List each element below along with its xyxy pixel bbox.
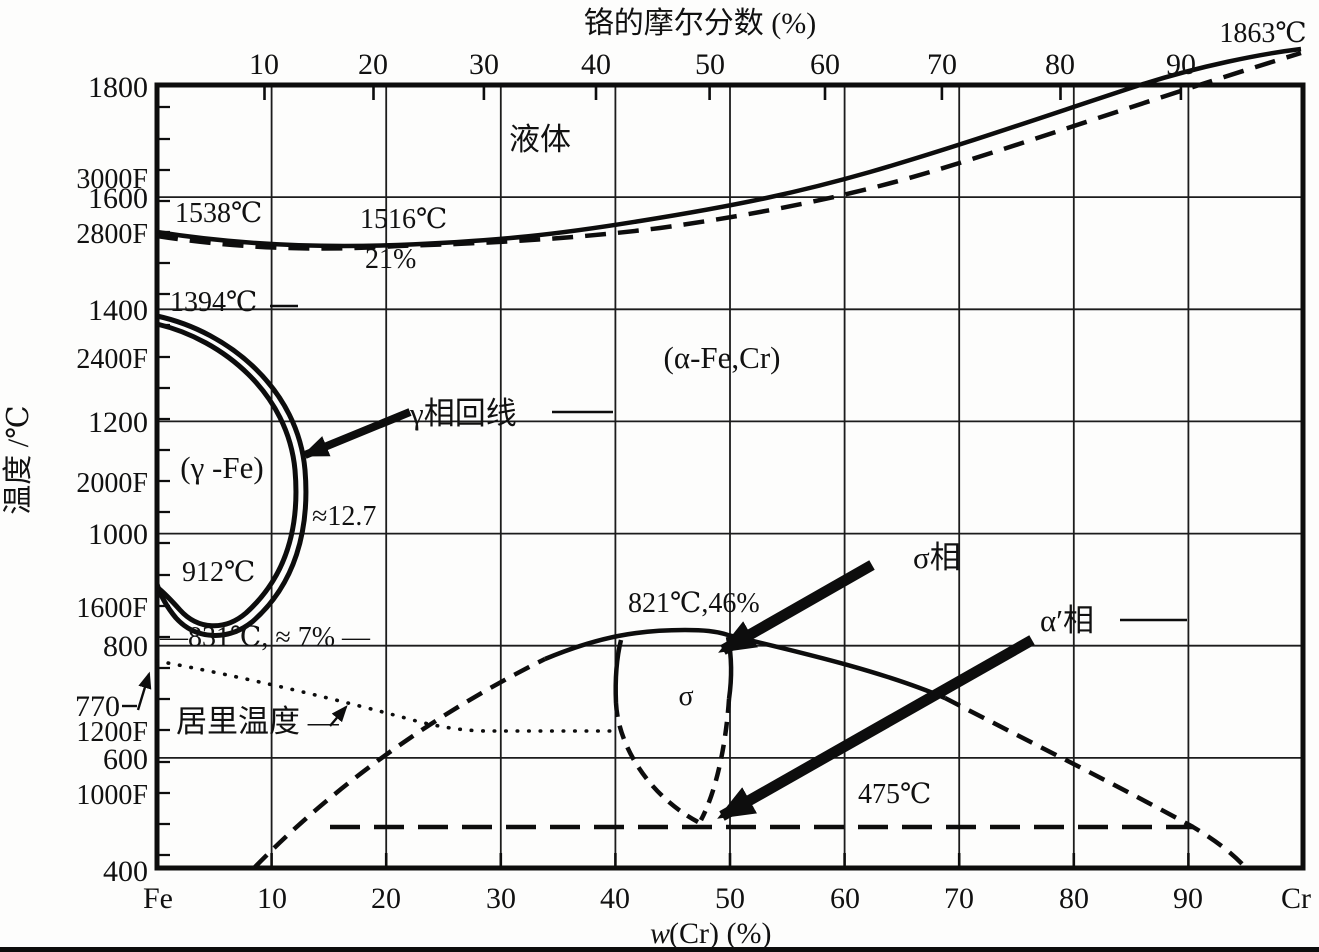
left-tick-1600: 1600: [88, 182, 148, 215]
left-tick-770: 770: [75, 690, 120, 723]
bottom-tick-90: 90: [1173, 882, 1203, 915]
left-tick-1200: 1200: [88, 406, 148, 439]
alpha-prime-arrow: [717, 635, 1035, 821]
minimum-temp-label: 1516℃: [360, 204, 447, 235]
annotation-labels: 1863℃ 1538℃ 1516℃ 21% 1394℃ 912℃ ≈12.7 γ…: [159, 18, 1307, 810]
gamma-loop-min-label: —831℃, ≈ 7% —: [159, 622, 371, 653]
solidus-curve: [156, 50, 1302, 251]
melting-curves: [156, 46, 1302, 251]
gridlines: [157, 85, 1303, 868]
left-tick-1200f: 1200F: [76, 717, 148, 748]
left-tick-2800f: 2800F: [76, 219, 148, 250]
top-tick-60: 60: [810, 48, 840, 81]
gamma-loop-arrow: [301, 408, 412, 459]
bottom-tick-10: 10: [257, 882, 287, 915]
bottom-end-fe: Fe: [143, 882, 173, 915]
gamma-loop-curves: [154, 313, 309, 638]
fe-gamma-alpha-label: 912℃: [182, 557, 255, 588]
gamma-loop-outer: [154, 313, 309, 638]
left-tick-1600f: 1600F: [76, 593, 148, 624]
top-axis-title: 铬的摩尔分数 (%): [584, 7, 816, 40]
fe-delta-gamma-label: 1394℃: [170, 287, 257, 318]
curie-label-arrow: [329, 705, 348, 727]
dome-left-dashed: [253, 656, 546, 869]
bottom-tick-70: 70: [944, 882, 974, 915]
top-tick-40: 40: [581, 48, 611, 81]
horizontal-gridlines: [157, 196, 1303, 759]
spinodal-temp-label: 475℃: [858, 779, 931, 810]
bottom-tick-30: 30: [486, 882, 516, 915]
left-tick-1000f: 1000F: [76, 780, 148, 811]
sigma-peak-label: 821℃,46%: [628, 588, 760, 619]
sigma-region-curves: [613, 636, 734, 824]
bottom-axis-title-rest: (Cr) (%): [669, 917, 771, 950]
left-axis-title: 温度 /℃: [2, 405, 35, 514]
left-tick-800: 800: [103, 630, 148, 663]
sigma-phase-label: σ相: [913, 540, 961, 575]
vertical-gridlines: [270, 85, 1190, 868]
top-tick-30: 30: [469, 48, 499, 81]
top-tick-80: 80: [1045, 48, 1075, 81]
leader-lines: [122, 304, 1187, 708]
sigma-region-label: σ: [678, 681, 693, 712]
dome-top-solid: [544, 627, 946, 701]
left-tick-2000f: 2000F: [76, 468, 148, 499]
axis-labels: 铬的摩尔分数 (%) 温度 /℃ w (Cr) (%) 10 20 30 40 …: [2, 7, 1311, 950]
fe-melting-label: 1538℃: [175, 198, 262, 229]
plot-border: [154, 82, 1306, 871]
bottom-tick-40: 40: [600, 882, 630, 915]
gamma-loop-label: γ相回线: [409, 396, 517, 431]
top-axis-ticks: [263, 87, 1183, 100]
annotation-arrows: [136, 408, 1035, 821]
sigma-right-dashed: [699, 698, 732, 822]
left-axis-fahrenheit-ticks: [159, 105, 170, 857]
sigma-dome-curves: [253, 627, 1247, 869]
left-tick-1800: 1800: [88, 71, 148, 104]
left-tick-400: 400: [103, 855, 148, 888]
phase-labels: 液体 (α-Fe,Cr) (γ -Fe) σ: [180, 122, 780, 712]
bottom-tick-60: 60: [830, 882, 860, 915]
liquid-region-label: 液体: [509, 122, 571, 157]
left-tick-3000f: 3000F: [76, 164, 148, 195]
axis-ticks: [159, 87, 1190, 866]
bottom-axis-ticks: [270, 853, 1190, 866]
left-tick-1000: 1000: [88, 518, 148, 551]
curie-line: [155, 659, 614, 733]
dome-right-dashed: [943, 696, 1247, 869]
minimum-comp-label: 21%: [365, 244, 416, 275]
gamma-loop-inner: [156, 321, 299, 629]
sigma-left-solid: [613, 639, 624, 704]
sigma-phase-arrow: [718, 560, 875, 655]
bottom-end-cr: Cr: [1281, 882, 1311, 915]
top-tick-90: 90: [1166, 48, 1196, 81]
cr-melting-label: 1863℃: [1219, 18, 1306, 49]
page-bottom-rule: [0, 947, 1319, 952]
bottom-tick-80: 80: [1059, 882, 1089, 915]
left-tick-2400f: 2400F: [76, 344, 148, 375]
top-tick-50: 50: [695, 48, 725, 81]
left-tick-1400: 1400: [88, 294, 148, 327]
bottom-tick-50: 50: [715, 882, 745, 915]
alpha-region-label: (α-Fe,Cr): [664, 340, 781, 375]
sigma-left-dashed: [613, 702, 700, 824]
top-tick-70: 70: [927, 48, 957, 81]
gamma-region-label: (γ -Fe): [180, 450, 263, 485]
bottom-axis-title-w: w: [650, 917, 670, 950]
gamma-nose-label: ≈12.7: [312, 501, 376, 532]
curie-770-arrow: [136, 671, 152, 711]
bottom-tick-20: 20: [371, 882, 401, 915]
alpha-prime-label: α′相: [1040, 603, 1094, 638]
curie-label: 居里温度 —: [176, 704, 340, 739]
left-tick-600: 600: [103, 743, 148, 776]
top-tick-20: 20: [358, 48, 388, 81]
top-tick-10: 10: [249, 48, 279, 81]
